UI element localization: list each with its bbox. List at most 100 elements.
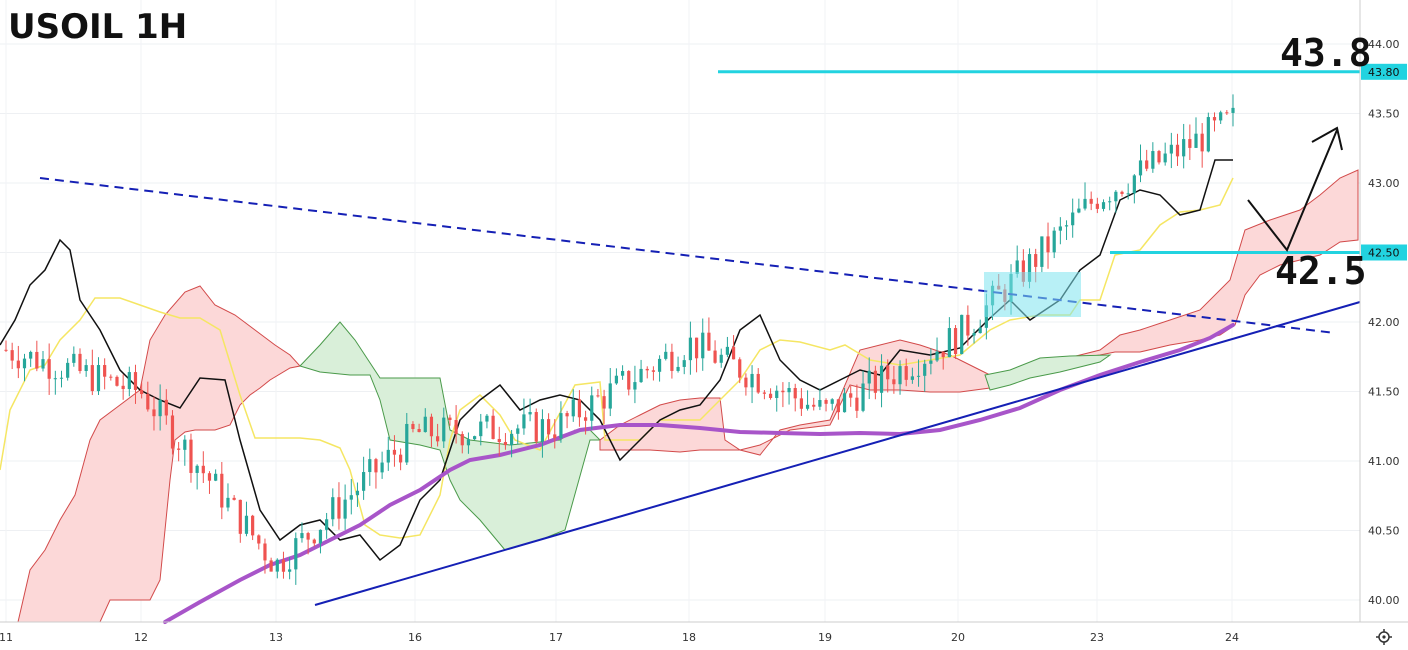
candle-body — [1200, 133, 1204, 152]
candle-body — [583, 417, 588, 421]
candle-body — [1163, 153, 1167, 163]
candle-body — [812, 404, 816, 407]
candle-body — [645, 368, 649, 371]
candle-body — [966, 314, 970, 336]
y-tick-label: 40.00 — [1368, 594, 1400, 607]
candle-body — [762, 392, 766, 394]
candle-body — [22, 358, 27, 369]
candle-body — [158, 399, 162, 417]
candle-body — [1083, 198, 1087, 209]
candle-body — [331, 497, 335, 520]
candle-body — [349, 495, 353, 500]
candle-body — [485, 415, 489, 422]
level-tag-43-80-text: 43.80 — [1368, 66, 1400, 79]
candle-body — [275, 559, 279, 572]
candle-body — [53, 378, 57, 380]
x-tick-label: 23 — [1090, 631, 1104, 644]
candle-body — [4, 349, 8, 351]
candle-body — [744, 377, 748, 388]
candle-body — [140, 389, 144, 395]
candle-body — [929, 360, 933, 364]
candle-body — [306, 533, 310, 540]
candle-body — [238, 499, 242, 534]
candle-body — [491, 415, 495, 439]
candle-body — [781, 390, 785, 393]
candle-body — [731, 346, 736, 360]
candle-body — [368, 459, 372, 473]
candle-body — [793, 388, 797, 399]
candle-body — [220, 473, 224, 508]
x-tick-label: 17 — [549, 631, 563, 644]
candle-body — [892, 379, 896, 385]
candle-body — [133, 372, 138, 390]
x-tick-label: 24 — [1225, 631, 1239, 644]
candle-body — [824, 400, 828, 404]
cloud-bullish-1 — [299, 321, 602, 551]
candle-body — [177, 448, 181, 450]
candle-body — [701, 332, 705, 359]
candle-body — [232, 497, 236, 500]
candle-body — [423, 416, 427, 433]
candle-body — [47, 359, 51, 379]
candle-body — [1194, 133, 1198, 148]
candle-body — [460, 434, 464, 446]
candle-body — [516, 428, 520, 434]
candle-body — [417, 429, 421, 433]
candle-body — [1046, 236, 1050, 253]
candle-body — [1231, 107, 1235, 113]
candle-body — [534, 412, 538, 442]
candle-body — [251, 515, 255, 536]
arrow-head-icon — [1311, 126, 1343, 151]
candle-body — [898, 366, 902, 385]
candle-body — [694, 337, 699, 359]
candle-body — [565, 413, 569, 417]
candle-body — [522, 414, 526, 429]
candle-body — [337, 497, 341, 519]
candle-body — [103, 365, 107, 377]
candle-body — [953, 328, 958, 355]
x-tick-label: 20 — [951, 631, 965, 644]
settings-gear-icon[interactable] — [1376, 629, 1392, 645]
candle-body — [577, 399, 582, 418]
candle-body — [300, 533, 304, 539]
candle-body — [1101, 202, 1106, 209]
candle-body — [559, 413, 563, 439]
candle-body — [1040, 236, 1044, 267]
candle-body — [614, 375, 619, 384]
y-tick-label: 40.50 — [1368, 525, 1400, 538]
candle-body — [1015, 260, 1019, 274]
level-label-43-8: 43.8 — [1280, 31, 1372, 75]
candle-body — [1077, 208, 1081, 213]
candle-body — [1157, 151, 1161, 163]
candle-body — [497, 438, 501, 442]
candle-body — [750, 373, 754, 388]
candle-body — [639, 368, 643, 383]
candle-body — [1169, 144, 1173, 154]
candle-body — [466, 439, 471, 446]
candle-body — [152, 409, 156, 417]
candle-body — [66, 362, 70, 378]
candle-body — [72, 353, 76, 363]
cloud-bearish-1 — [17, 285, 301, 623]
candle-body — [1021, 260, 1025, 282]
candle-body — [226, 497, 230, 508]
y-tick-label: 43.50 — [1368, 108, 1400, 121]
candle-body — [861, 383, 865, 411]
candle-body — [244, 515, 249, 534]
candle-body — [115, 376, 119, 386]
candle-body — [41, 359, 45, 369]
candle-body — [436, 436, 440, 442]
candle-body — [682, 360, 686, 367]
candle-body — [620, 371, 625, 376]
candle-body — [392, 449, 397, 455]
candle-body — [725, 346, 730, 355]
candle-body — [201, 465, 205, 474]
candle-body — [164, 399, 168, 416]
candle-body — [855, 397, 859, 411]
y-tick-label: 41.00 — [1368, 455, 1400, 468]
candle-body — [183, 439, 187, 450]
candle-body — [355, 490, 360, 496]
candle-body — [571, 399, 575, 417]
candle-body — [818, 400, 822, 407]
